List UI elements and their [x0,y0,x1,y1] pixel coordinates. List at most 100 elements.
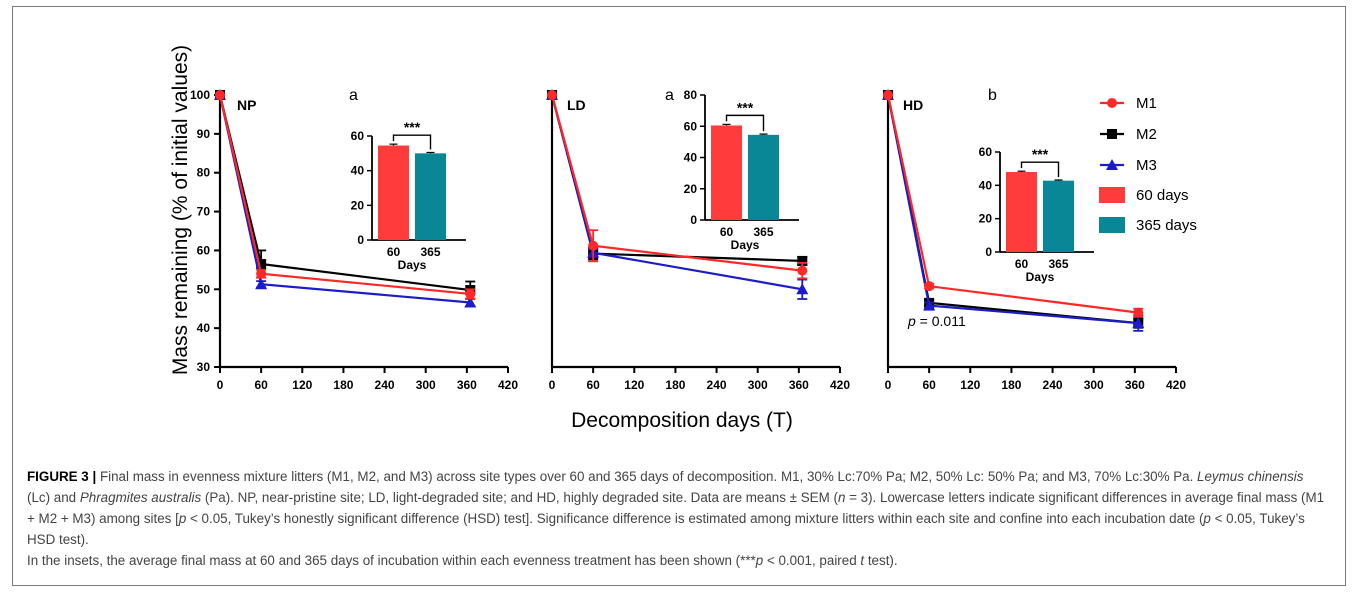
panel-label: LD [567,97,586,113]
data-point [1132,317,1145,329]
caption-species-1: Leymus chinensis [1197,469,1304,484]
x-tick-label: 120 [292,378,312,392]
caption-n: n [837,490,846,505]
x-tick-label: 420 [1166,378,1186,392]
caption-paragraph-2: In the insets, the average final mass at… [27,550,1327,571]
y-axis-label: Mass remaining (% of initial values) [169,45,192,375]
x-tick-label: 420 [498,378,518,392]
inset-bar [711,125,742,220]
inset-x-tick-label: 60 [720,225,734,239]
data-point [588,240,599,251]
legend-marker [1106,159,1118,170]
data-point [547,90,557,100]
significance-group-letter: a [665,87,674,104]
legend: M1 M2 M3 60 days 365 days [1099,95,1197,234]
x-tick-label: 300 [1084,378,1104,392]
inset-x-tick-label: 60 [387,245,401,259]
inset-y-tick-label: 0 [690,213,697,227]
inset-y-tick-label: 40 [351,164,365,178]
caption-text-8: < 0.001, paired [763,553,861,568]
caption-p-2: p [1203,511,1211,526]
inset-y-tick-label: 40 [979,178,993,192]
caption-text-1: Final mass in evenness mixture litters (… [99,469,1198,484]
inset-x-label: Days [398,258,427,272]
data-point [1133,307,1144,318]
inset-y-tick-label: 80 [684,88,698,102]
legend-item-m1: M1 [1100,95,1157,112]
x-tick-label: 180 [665,378,685,392]
significance-group-letter: b [988,87,997,104]
y-tick-label: 80 [197,166,211,180]
data-point [883,90,893,100]
caption-separator: | [88,469,100,484]
caption-label: FIGURE 3 [27,469,89,484]
data-point [797,265,808,276]
inset-y-tick-label: 20 [351,198,365,212]
caption-t: t [860,553,865,568]
inset-y-tick-label: 20 [684,182,698,196]
significance-bracket [725,114,765,132]
inset-y-tick-label: 60 [684,119,698,133]
p-value-note: p = 0.011 [907,313,966,329]
inset-y-tick-label: 0 [357,233,364,247]
caption-text-7: In the insets, the average final mass at… [27,553,756,568]
data-point [215,90,225,100]
caption-paragraph: FIGURE 3 | Final mass in evenness mixtur… [27,466,1327,550]
inset-x-tick-label: 60 [1015,257,1029,271]
series-m1 [547,90,808,280]
x-tick-label: 240 [1043,378,1063,392]
panel-label: NP [237,97,256,113]
figure-caption: FIGURE 3 | Final mass in evenness mixtur… [27,466,1327,571]
inset-y-tick-label: 20 [979,212,993,226]
x-tick-label: 120 [960,378,980,392]
caption-species-2: Phragmites australis [79,490,202,505]
x-tick-label: 60 [586,378,600,392]
legend-marker [1107,129,1117,139]
inset-bar [748,134,779,220]
inset-y-tick-label: 60 [351,129,365,143]
legend-marker [1107,98,1117,108]
legend-item-365-days: 365 days [1099,217,1197,234]
significance-stars: *** [737,99,754,115]
caption-text-5: < 0.05, Tukey’s honestly significant dif… [186,511,1204,526]
panel-ld: 0 60 120 180 240 300 360 420 LD a 0 20 40 60 80 60 365Da… [546,87,850,392]
data-point [797,255,808,266]
caption-p-1: p [178,511,187,526]
caption-text-9: test). [864,553,898,568]
inset-bar [378,145,409,240]
inset-y-tick-label: 0 [985,245,992,259]
significance-stars: *** [1032,146,1049,162]
inset-bar [415,153,446,240]
figure-frame [12,6,1346,586]
x-tick-label: 60 [922,378,936,392]
significance-bracket [392,134,432,150]
caption-text-2: (Lc) and [27,490,80,505]
x-tick-label: 240 [375,378,395,392]
legend-label: M2 [1136,126,1157,143]
panel-hd: 0 60 120 180 240 300 360 420 HD p = 0.011 b 0 20 40 60… [882,87,1186,392]
legend-swatch [1099,217,1125,233]
y-tick-label: 100 [190,88,210,102]
x-tick-label: 360 [457,378,477,392]
caption-p-3: p [755,553,764,568]
panel-label: HD [903,97,923,113]
data-point [923,299,936,311]
data-point [256,259,267,270]
x-tick-label: 60 [254,378,268,392]
legend-label: M1 [1136,95,1157,112]
significance-stars: *** [404,119,421,135]
data-point [924,281,935,292]
y-tick-label: 90 [197,127,211,141]
x-tick-label: 0 [885,378,892,392]
data-point [256,268,267,279]
y-tick-label: 40 [197,321,211,335]
x-tick-label: 360 [789,378,809,392]
x-tick-label: 120 [624,378,644,392]
legend-item-60-days: 60 days [1099,187,1189,204]
data-point [796,283,809,295]
data-point [465,288,476,299]
caption-text-4: = 3). Lowercase letters indicate signifi… [27,490,1325,526]
x-tick-label: 360 [1125,378,1145,392]
